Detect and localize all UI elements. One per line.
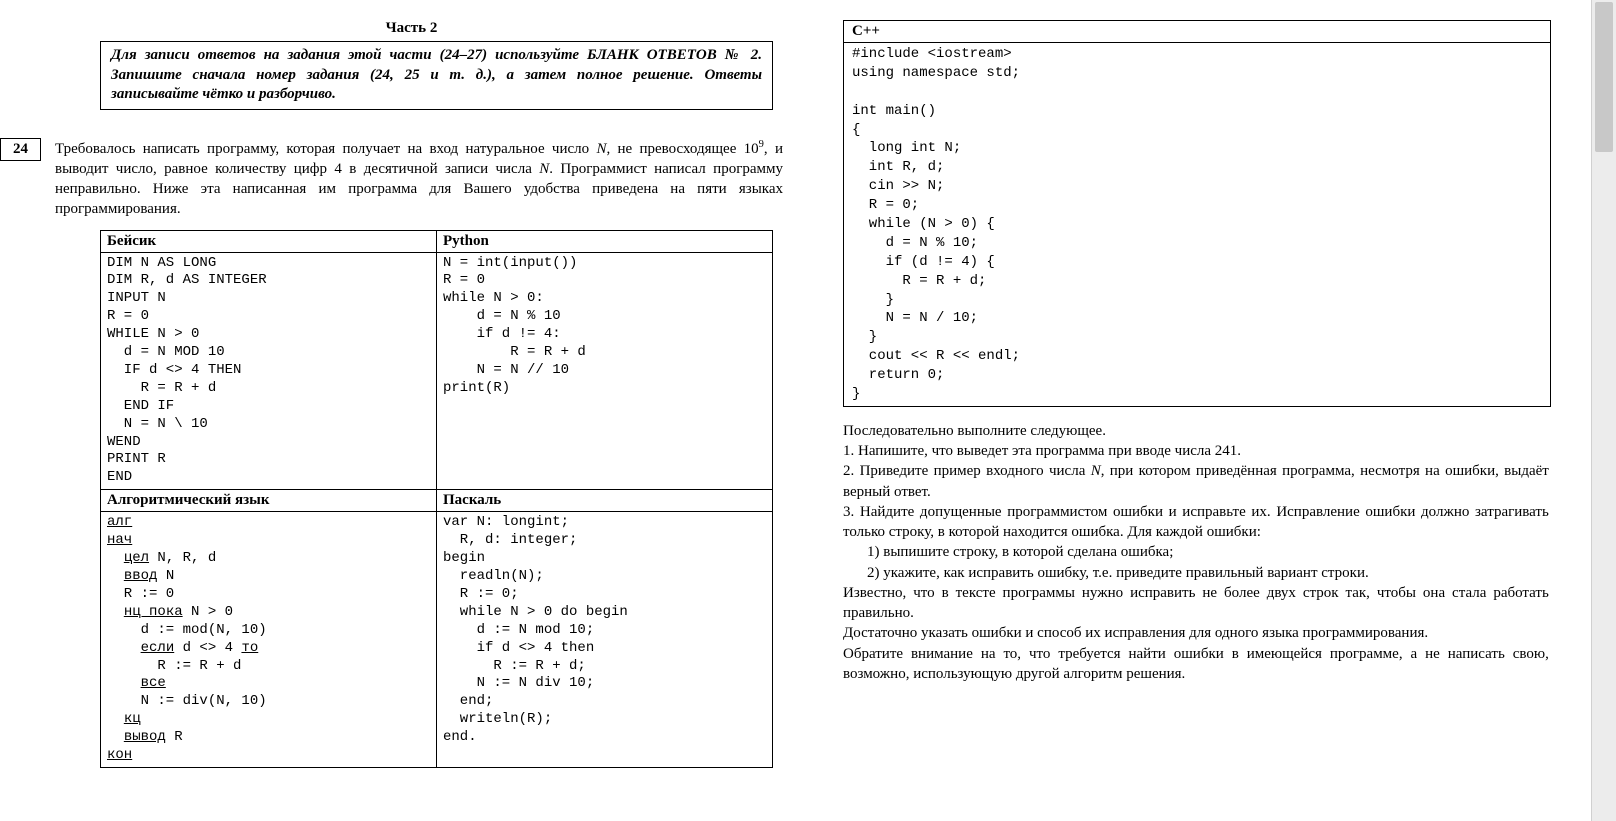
scrollbar[interactable] xyxy=(1591,0,1616,821)
followup-item-2: 2. Приведите пример входного числа N, пр… xyxy=(843,461,1549,502)
left-column: Часть 2 Для записи ответов на задания эт… xyxy=(30,20,783,811)
followup-block: Последовательно выполните следующее. 1. … xyxy=(843,421,1549,684)
code-basic: DIM N AS LONG DIM R, d AS INTEGER INPUT … xyxy=(107,255,430,488)
followup-item-3: 3. Найдите допущенные программистом ошиб… xyxy=(843,502,1549,543)
table-row: Бейсик Python xyxy=(101,230,773,252)
code-python: N = int(input()) R = 0 while N > 0: d = … xyxy=(443,255,766,398)
col-header-cpp: C++ xyxy=(844,21,1550,43)
task-number-box: 24 xyxy=(0,138,41,161)
followup-item-1: 1. Напишите, что выведет эта программа п… xyxy=(843,441,1549,461)
col-header-basic: Бейсик xyxy=(101,230,437,252)
code-cpp: #include <iostream> using namespace std;… xyxy=(852,45,1542,404)
col-header-python: Python xyxy=(437,230,773,252)
right-column: C++ #include <iostream> using namespace … xyxy=(843,20,1586,811)
code-cell-python: N = int(input()) R = 0 while N > 0: d = … xyxy=(437,252,773,490)
followup-enough: Достаточно указать ошибки и способ их ис… xyxy=(843,623,1549,643)
followup-attention: Обратите внимание на то, что требуется н… xyxy=(843,644,1549,685)
table-row: Алгоритмический язык Паскаль xyxy=(101,490,773,512)
followup-sub-2: 2) укажите, как исправить ошибку, т.е. п… xyxy=(843,563,1549,583)
table-row: DIM N AS LONG DIM R, d AS INTEGER INPUT … xyxy=(101,252,773,490)
instructions-box: Для записи ответов на задания этой части… xyxy=(100,41,773,110)
table-row: алг нач цел N, R, d ввод N R := 0 нц пок… xyxy=(101,512,773,768)
task-text: Требовалось написать программу, которая … xyxy=(55,138,783,220)
scrollbar-thumb[interactable] xyxy=(1595,2,1613,152)
followup-known: Известно, что в тексте программы нужно и… xyxy=(843,583,1549,624)
code-cell-basic: DIM N AS LONG DIM R, d AS INTEGER INPUT … xyxy=(101,252,437,490)
task-row: 24 Требовалось написать программу, котор… xyxy=(40,138,783,220)
code-cell-alg: алг нач цел N, R, d ввод N R := 0 нц пок… xyxy=(101,512,437,768)
part-title: Часть 2 xyxy=(40,20,783,37)
followup-intro: Последовательно выполните следующее. xyxy=(843,421,1549,441)
code-alg: алг нач цел N, R, d ввод N R := 0 нц пок… xyxy=(107,514,430,765)
col-header-alg: Алгоритмический язык xyxy=(101,490,437,512)
col-header-pascal: Паскаль xyxy=(437,490,773,512)
followup-sub-1: 1) выпишите строку, в которой сделана ош… xyxy=(843,542,1549,562)
code-cell-pascal: var N: longint; R, d: integer; begin rea… xyxy=(437,512,773,768)
code-cell-cpp: #include <iostream> using namespace std;… xyxy=(844,43,1550,406)
code-table: Бейсик Python DIM N AS LONG DIM R, d AS … xyxy=(100,230,773,768)
document-page: Часть 2 Для записи ответов на задания эт… xyxy=(0,0,1616,821)
cpp-box: C++ #include <iostream> using namespace … xyxy=(843,20,1551,407)
code-pascal: var N: longint; R, d: integer; begin rea… xyxy=(443,514,766,747)
